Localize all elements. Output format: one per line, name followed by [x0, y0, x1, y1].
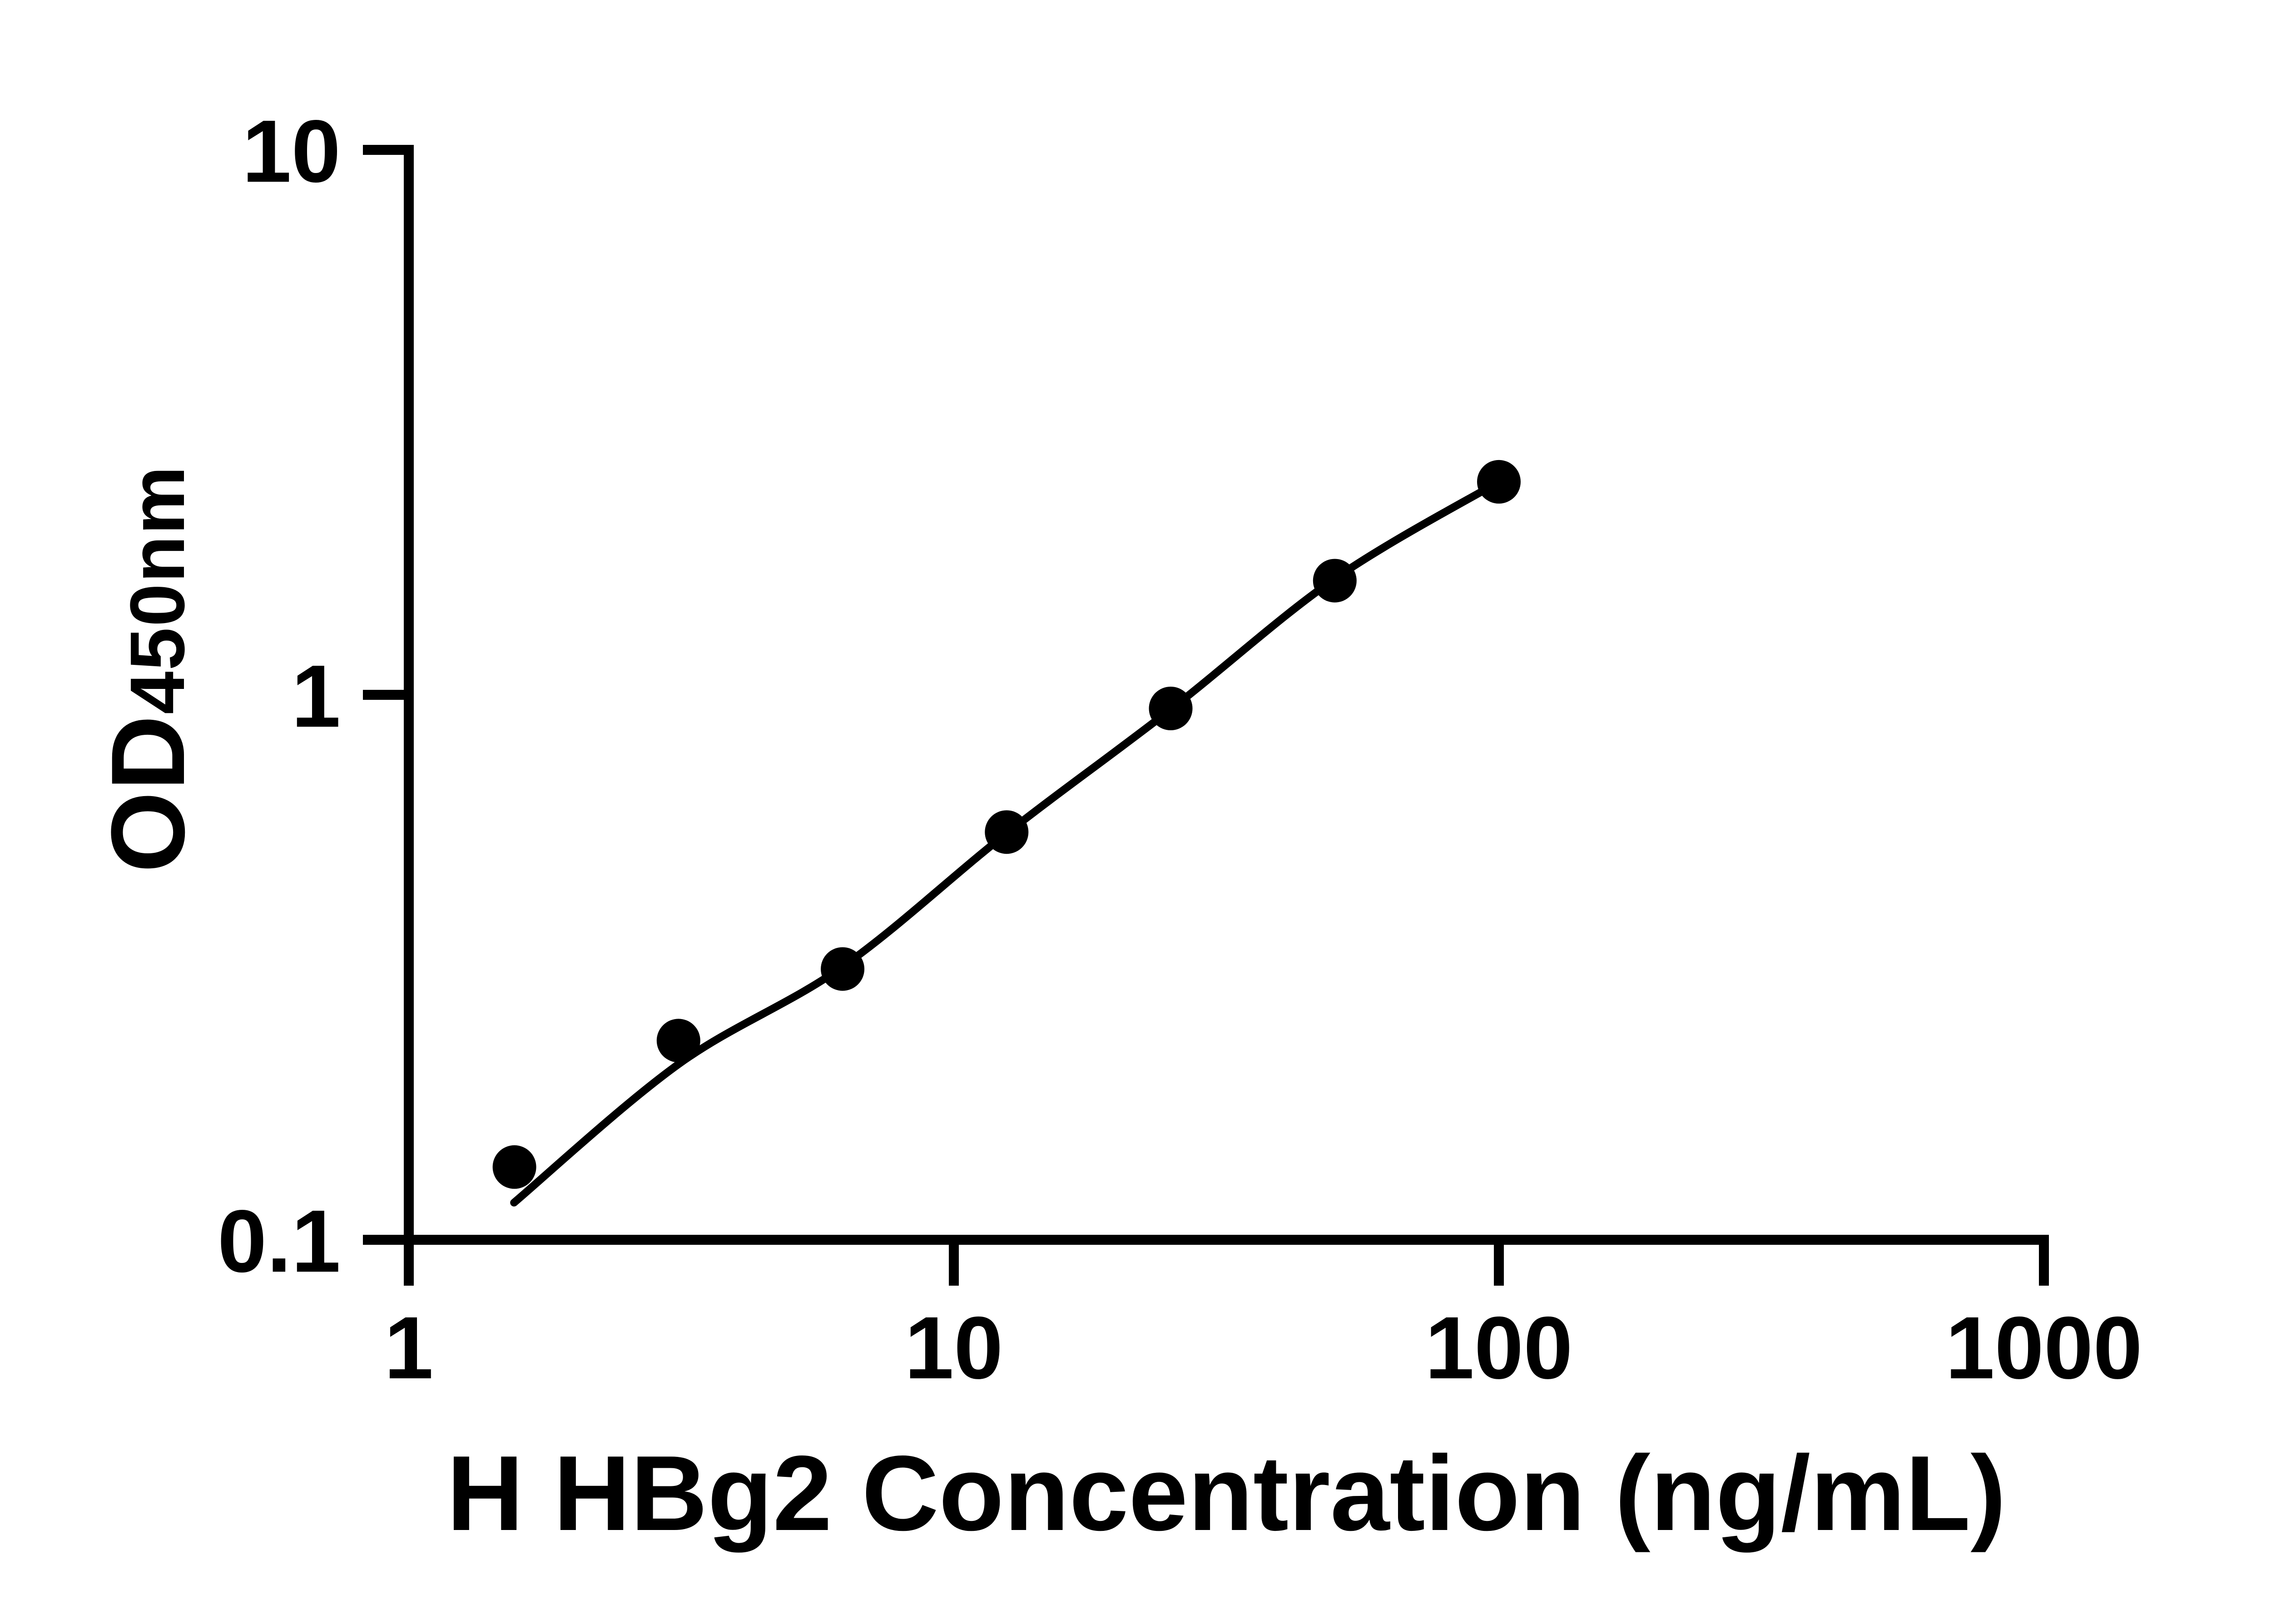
data-point — [1313, 559, 1357, 603]
x-axis-title: H HBg2 Concentration (ng/mL) — [446, 1433, 2006, 1553]
x-tick-label: 1000 — [1945, 1298, 2142, 1397]
data-point — [985, 810, 1029, 854]
x-tick-label: 10 — [905, 1298, 1003, 1397]
data-point — [1149, 687, 1193, 730]
data-point — [492, 1145, 536, 1189]
data-point — [1477, 460, 1521, 504]
x-tick-label: 100 — [1425, 1298, 1572, 1397]
y-tick-label: 0.1 — [218, 1192, 341, 1291]
y-tick-label: 1 — [292, 647, 341, 746]
x-tick-label: 1 — [384, 1298, 433, 1397]
data-point — [656, 1019, 700, 1063]
data-point — [821, 947, 865, 991]
y-tick-label: 10 — [242, 102, 341, 201]
